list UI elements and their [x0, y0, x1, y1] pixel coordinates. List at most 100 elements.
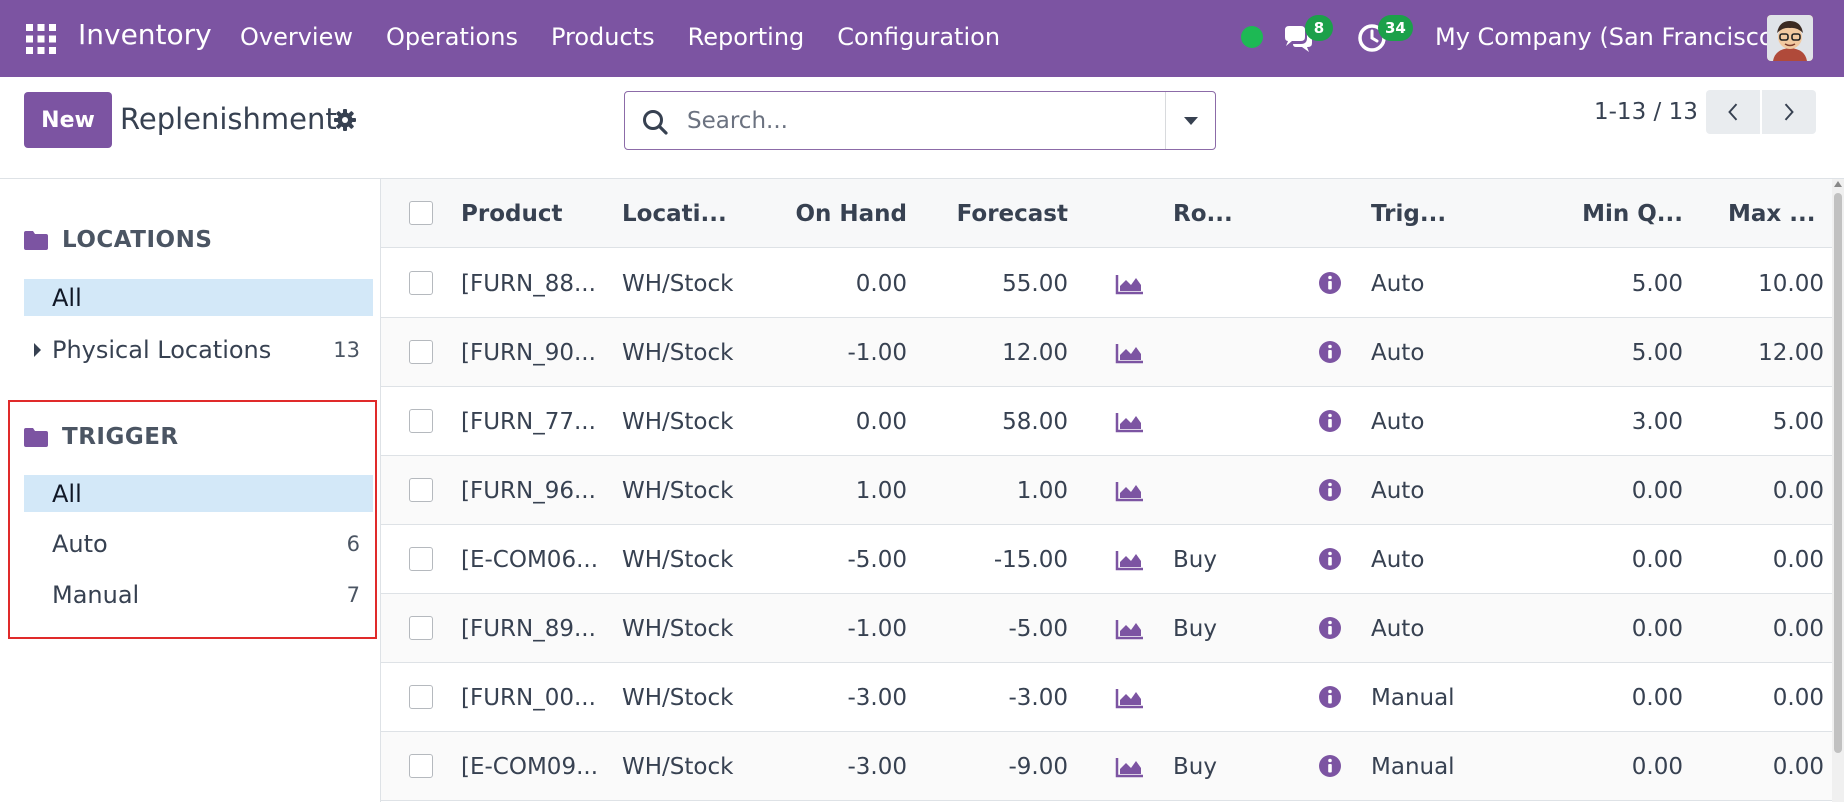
- scroll-up-icon[interactable]: [1834, 181, 1842, 187]
- forecast-graph-icon[interactable]: [1115, 342, 1144, 364]
- table-row[interactable]: [FURN_88... WH/Stock 0.00 55.00 Auto 5.0…: [381, 249, 1832, 318]
- column-header-trigger[interactable]: Trig...: [1371, 201, 1447, 227]
- info-icon[interactable]: [1318, 409, 1342, 433]
- cell-max-qty[interactable]: 5.00: [1772, 409, 1824, 435]
- row-checkbox[interactable]: [409, 271, 433, 295]
- trigger-filter-manual[interactable]: Manual 7: [24, 576, 360, 613]
- cell-min-qty[interactable]: 5.00: [1631, 271, 1683, 297]
- table-row[interactable]: [E-COM09... WH/Stock -3.00 -9.00 Buy Man…: [381, 732, 1832, 801]
- forecast-graph-icon[interactable]: [1115, 480, 1144, 502]
- table-row[interactable]: [FURN_77... WH/Stock 0.00 58.00 Auto 3.0…: [381, 387, 1832, 456]
- select-all-checkbox[interactable]: [409, 201, 433, 225]
- cell-min-qty[interactable]: 0.00: [1631, 754, 1683, 780]
- cell-location[interactable]: WH/Stock: [622, 616, 734, 642]
- cell-location[interactable]: WH/Stock: [622, 340, 734, 366]
- forecast-graph-icon[interactable]: [1115, 618, 1144, 640]
- app-name[interactable]: Inventory: [78, 18, 212, 51]
- cell-trigger[interactable]: Manual: [1371, 754, 1455, 780]
- cell-trigger[interactable]: Auto: [1371, 478, 1425, 504]
- cell-max-qty[interactable]: 0.00: [1772, 547, 1824, 573]
- cell-max-qty[interactable]: 0.00: [1772, 616, 1824, 642]
- cell-product[interactable]: [FURN_96...: [461, 478, 596, 504]
- table-row[interactable]: [FURN_00... WH/Stock -3.00 -3.00 Manual …: [381, 663, 1832, 732]
- row-checkbox[interactable]: [409, 685, 433, 709]
- cell-min-qty[interactable]: 0.00: [1631, 616, 1683, 642]
- scrollbar-thumb[interactable]: [1834, 193, 1842, 753]
- cell-product[interactable]: [E-COM09...: [461, 754, 599, 780]
- cell-location[interactable]: WH/Stock: [622, 478, 734, 504]
- pager-previous-button[interactable]: [1706, 90, 1760, 134]
- cell-product[interactable]: [FURN_88...: [461, 271, 596, 297]
- locations-filter-all[interactable]: All: [24, 279, 373, 316]
- menu-item-configuration[interactable]: Configuration: [837, 23, 1001, 51]
- cell-min-qty[interactable]: 0.00: [1631, 547, 1683, 573]
- info-icon[interactable]: [1318, 547, 1342, 571]
- table-row[interactable]: [FURN_96... WH/Stock 1.00 1.00 Auto 0.00…: [381, 456, 1832, 525]
- cell-min-qty[interactable]: 5.00: [1631, 340, 1683, 366]
- locations-filter-physical-locations[interactable]: Physical Locations 13: [24, 331, 360, 368]
- app-grid-icon[interactable]: [24, 22, 58, 56]
- cell-route[interactable]: Buy: [1173, 754, 1217, 780]
- cell-max-qty[interactable]: 12.00: [1758, 340, 1824, 366]
- search-input[interactable]: [687, 100, 1157, 142]
- forecast-graph-icon[interactable]: [1115, 549, 1144, 571]
- row-checkbox[interactable]: [409, 616, 433, 640]
- cell-product[interactable]: [FURN_90...: [461, 340, 596, 366]
- row-checkbox[interactable]: [409, 409, 433, 433]
- cell-route[interactable]: Buy: [1173, 616, 1217, 642]
- cell-location[interactable]: WH/Stock: [622, 271, 734, 297]
- cell-product[interactable]: [E-COM06...: [461, 547, 599, 573]
- menu-item-overview[interactable]: Overview: [240, 23, 353, 51]
- menu-item-operations[interactable]: Operations: [386, 23, 518, 51]
- info-icon[interactable]: [1318, 685, 1342, 709]
- pager-next-button[interactable]: [1762, 90, 1816, 134]
- forecast-graph-icon[interactable]: [1115, 273, 1144, 295]
- row-checkbox[interactable]: [409, 340, 433, 364]
- column-header-product[interactable]: Product: [461, 201, 563, 227]
- cell-trigger[interactable]: Manual: [1371, 685, 1455, 711]
- info-icon[interactable]: [1318, 616, 1342, 640]
- column-header-location[interactable]: Locati...: [622, 201, 727, 227]
- caret-right-icon[interactable]: [34, 343, 41, 357]
- row-checkbox[interactable]: [409, 478, 433, 502]
- cell-trigger[interactable]: Auto: [1371, 547, 1425, 573]
- cell-product[interactable]: [FURN_00...: [461, 685, 596, 711]
- column-header-on-hand[interactable]: On Hand: [795, 201, 907, 227]
- cell-product[interactable]: [FURN_77...: [461, 409, 596, 435]
- cell-min-qty[interactable]: 3.00: [1631, 409, 1683, 435]
- cell-location[interactable]: WH/Stock: [622, 547, 734, 573]
- forecast-graph-icon[interactable]: [1115, 756, 1144, 778]
- cell-max-qty[interactable]: 0.00: [1772, 478, 1824, 504]
- table-row[interactable]: [FURN_90... WH/Stock -1.00 12.00 Auto 5.…: [381, 318, 1832, 387]
- cell-trigger[interactable]: Auto: [1371, 616, 1425, 642]
- new-button[interactable]: New: [24, 92, 112, 148]
- column-header-min-qty[interactable]: Min Q...: [1582, 201, 1683, 227]
- cell-min-qty[interactable]: 0.00: [1631, 685, 1683, 711]
- trigger-filter-all[interactable]: All: [24, 475, 373, 512]
- cell-trigger[interactable]: Auto: [1371, 409, 1425, 435]
- pager-value[interactable]: 1-13 / 13: [1594, 99, 1698, 125]
- cell-route[interactable]: Buy: [1173, 547, 1217, 573]
- column-header-max-qty[interactable]: Max ...: [1728, 201, 1816, 227]
- cell-min-qty[interactable]: 0.00: [1631, 478, 1683, 504]
- cell-location[interactable]: WH/Stock: [622, 409, 734, 435]
- cell-location[interactable]: WH/Stock: [622, 754, 734, 780]
- forecast-graph-icon[interactable]: [1115, 411, 1144, 433]
- gear-icon[interactable]: [333, 108, 357, 132]
- cell-trigger[interactable]: Auto: [1371, 271, 1425, 297]
- company-switcher[interactable]: My Company (San Francisco): [1435, 23, 1783, 51]
- info-icon[interactable]: [1318, 754, 1342, 778]
- search-options-toggle[interactable]: [1165, 92, 1215, 149]
- messages-icon[interactable]: [1281, 22, 1315, 56]
- row-checkbox[interactable]: [409, 547, 433, 571]
- row-checkbox[interactable]: [409, 754, 433, 778]
- column-header-route[interactable]: Ro...: [1173, 201, 1233, 227]
- menu-item-products[interactable]: Products: [550, 23, 655, 51]
- menu-item-reporting[interactable]: Reporting: [687, 23, 805, 51]
- trigger-filter-auto[interactable]: Auto 6: [24, 525, 360, 562]
- vertical-scrollbar[interactable]: [1832, 179, 1844, 802]
- info-icon[interactable]: [1318, 478, 1342, 502]
- cell-max-qty[interactable]: 10.00: [1758, 271, 1824, 297]
- column-header-forecast[interactable]: Forecast: [956, 201, 1068, 227]
- forecast-graph-icon[interactable]: [1115, 687, 1144, 709]
